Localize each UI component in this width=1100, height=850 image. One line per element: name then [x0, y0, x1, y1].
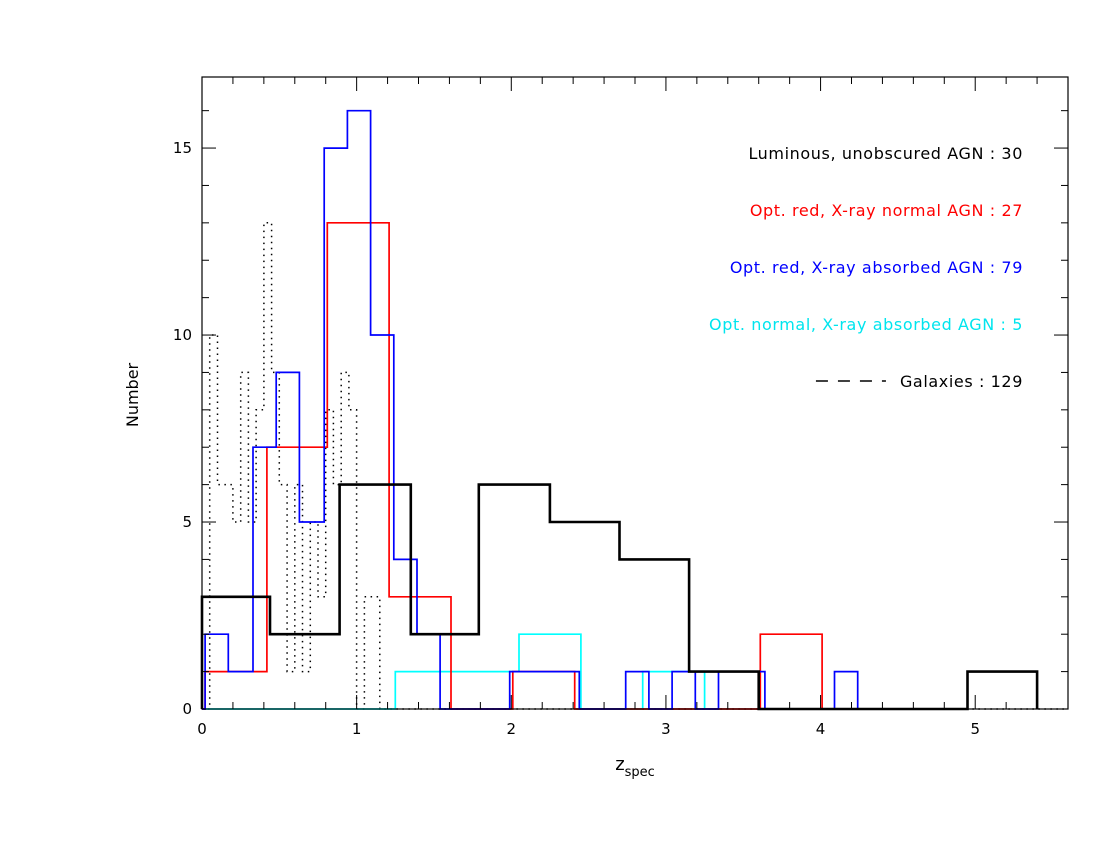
legend-entry-1: Opt. red, X-ray normal AGN : 27: [750, 201, 1023, 220]
x-tick-label: 0: [197, 720, 207, 738]
legend-entry-0: Luminous, unobscured AGN : 30: [748, 144, 1023, 163]
x-tick-label: 4: [816, 720, 826, 738]
x-axis-label-sub: spec: [625, 765, 655, 780]
y-axis-label: Number: [123, 362, 142, 427]
x-tick-label: 2: [507, 720, 517, 738]
x-tick-label: 1: [352, 720, 362, 738]
y-tick-label: 10: [173, 326, 192, 344]
legend-entry-3: Opt. normal, X-ray absorbed AGN : 5: [709, 315, 1023, 334]
x-axis-label: zspec: [615, 754, 655, 780]
x-tick-label: 3: [661, 720, 671, 738]
x-tick-label: 5: [970, 720, 980, 738]
x-axis-label-main: z: [615, 754, 624, 775]
series-3-histogram: [202, 633, 706, 710]
y-tick-label: 15: [173, 139, 192, 157]
ticks-layer: 0 1 2 3 4 5 0 5 10 15: [173, 77, 1069, 738]
legend-entry-4: Galaxies : 129: [900, 372, 1023, 391]
y-tick-label: 0: [182, 700, 192, 718]
legend: Luminous, unobscured AGN : 30 Opt. red, X…: [709, 144, 1023, 391]
legend-entry-2: Opt. red, X-ray absorbed AGN : 79: [730, 258, 1023, 277]
y-tick-label: 5: [182, 513, 192, 531]
